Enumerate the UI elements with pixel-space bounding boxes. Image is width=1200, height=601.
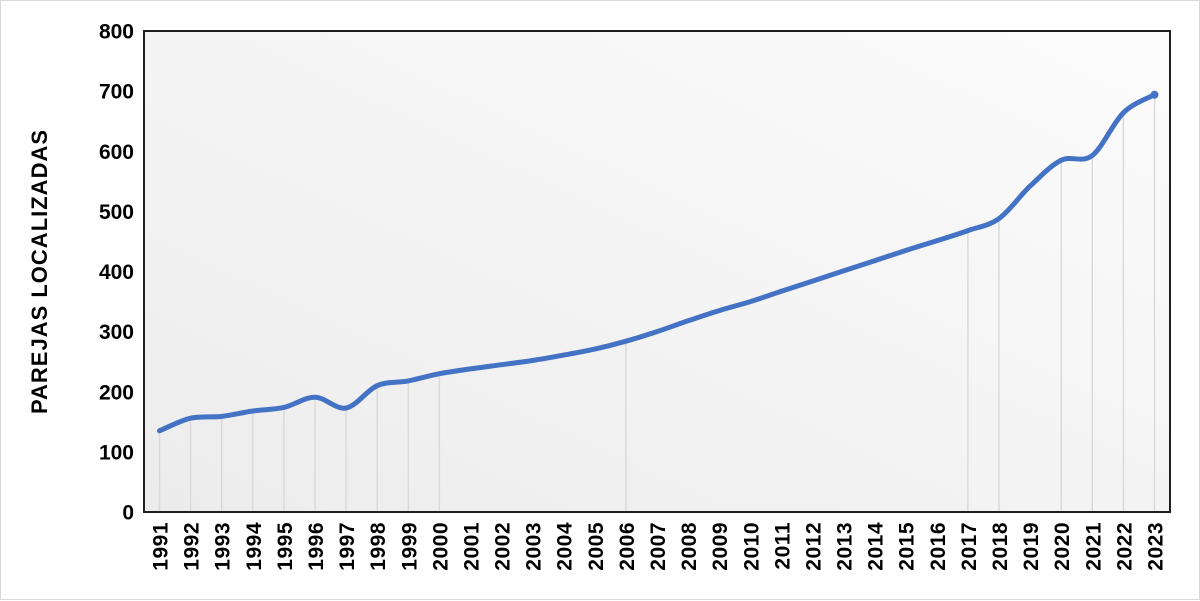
x-tick-label: 2018 (989, 522, 1012, 571)
x-tick-label: 1999 (398, 522, 421, 571)
y-tick-label: 400 (99, 261, 134, 284)
x-tick-label: 1996 (305, 522, 328, 571)
x-tick-label: 2005 (585, 522, 608, 571)
x-tick-label: 2011 (771, 522, 794, 570)
y-axis-tick-labels: 0 100 200 300 400 500 600 700 800 (99, 21, 134, 525)
x-tick-label: 2007 (647, 522, 670, 571)
x-tick-label: 1997 (336, 522, 359, 571)
x-tick-label: 2000 (429, 522, 452, 571)
x-tick-label: 1998 (367, 522, 390, 571)
x-tick-label: 1992 (181, 522, 204, 571)
y-axis-title: PAREJAS LOCALIZADAS (27, 129, 52, 414)
x-tick-label: 2021 (1082, 522, 1105, 571)
drop-lines (158, 96, 1156, 512)
last-point-marker (1150, 90, 1159, 99)
plot-border (143, 30, 1171, 513)
x-tick-label: 2023 (1145, 522, 1168, 571)
plot-area (144, 31, 1170, 512)
y-tick-label: 0 (122, 502, 134, 525)
x-axis-tick-labels: 1991 1992 1993 1994 1995 1996 1997 1998 1999 2000… (150, 522, 1168, 571)
x-tick-label: 2001 (461, 522, 484, 571)
y-tick-label: 800 (99, 21, 134, 44)
y-tick-label: 700 (99, 81, 134, 104)
x-tick-label: 2014 (865, 522, 888, 571)
x-tick-label: 2008 (678, 522, 701, 571)
x-tick-label: 2020 (1051, 522, 1074, 571)
x-tick-label: 1995 (274, 522, 297, 571)
y-tick-label: 300 (99, 321, 134, 344)
x-tick-label: 2019 (1020, 522, 1043, 571)
y-tick-label: 600 (99, 141, 134, 164)
x-tick-label: 2006 (616, 522, 639, 571)
y-tick-label: 500 (99, 201, 134, 224)
x-tick-label: 1993 (212, 522, 235, 571)
y-tick-label: 100 (99, 441, 134, 464)
x-tick-label: 2017 (958, 522, 981, 571)
x-tick-label: 2010 (740, 522, 763, 571)
x-tick-label: 2012 (803, 522, 826, 571)
x-tick-label: 2016 (927, 522, 950, 571)
x-tick-label: 2009 (709, 522, 732, 571)
x-tick-label: 2015 (896, 522, 919, 571)
data-line (157, 92, 1157, 434)
x-tick-label: 2004 (554, 522, 577, 571)
y-tick-label: 200 (99, 381, 134, 404)
x-tick-label: 2022 (1113, 522, 1136, 571)
x-tick-label: 1991 (150, 522, 173, 571)
x-tick-label: 1994 (243, 522, 266, 571)
x-tick-label: 2013 (834, 522, 857, 571)
x-tick-label: 2003 (523, 522, 546, 571)
x-tick-label: 2002 (492, 522, 515, 571)
